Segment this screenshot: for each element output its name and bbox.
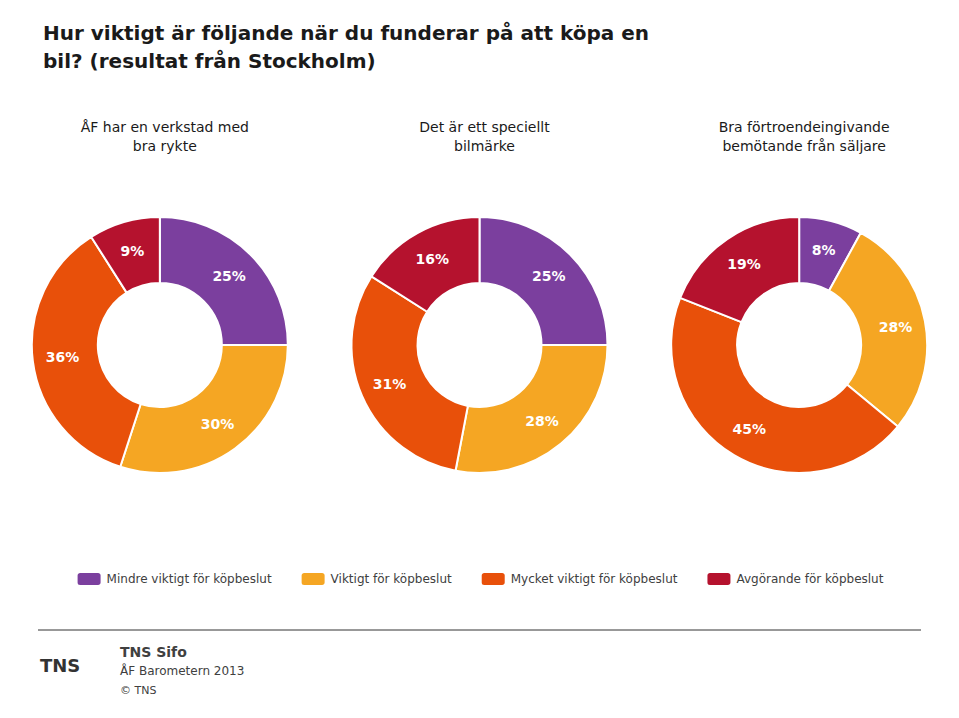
- svg-text:Mindre viktigt för köpbeslut: Mindre viktigt för köpbeslut: [107, 572, 272, 586]
- svg-text:Mycket viktigt för köpbeslut: Mycket viktigt för köpbeslut: [511, 572, 678, 586]
- svg-text:30%: 30%: [201, 416, 235, 432]
- svg-text:25%: 25%: [212, 268, 246, 284]
- svg-text:Bra förtroendeingivande: Bra förtroendeingivande: [719, 119, 890, 135]
- svg-text:16%: 16%: [416, 251, 450, 267]
- svg-text:19%: 19%: [727, 256, 761, 272]
- svg-text:25%: 25%: [532, 268, 566, 284]
- svg-text:bil? (resultat från Stockholm): bil? (resultat från Stockholm): [43, 49, 376, 73]
- svg-text:Det är ett speciellt: Det är ett speciellt: [419, 119, 550, 135]
- svg-text:TNS Sifo: TNS Sifo: [120, 644, 187, 660]
- svg-text:TNS: TNS: [40, 655, 80, 676]
- svg-text:31%: 31%: [373, 376, 407, 392]
- svg-text:36%: 36%: [46, 349, 80, 365]
- svg-text:ÅF har en verkstad med: ÅF har en verkstad med: [81, 119, 249, 135]
- svg-text:45%: 45%: [733, 421, 767, 437]
- svg-text:© TNS: © TNS: [120, 684, 156, 697]
- svg-text:28%: 28%: [879, 319, 913, 335]
- svg-text:8%: 8%: [812, 242, 836, 258]
- svg-text:28%: 28%: [525, 413, 559, 429]
- svg-text:Viktigt för köpbeslut: Viktigt för köpbeslut: [331, 572, 452, 586]
- svg-text:bemötande från säljare: bemötande från säljare: [722, 138, 885, 154]
- svg-text:bilmärke: bilmärke: [454, 138, 515, 154]
- svg-text:Hur viktigt är följande när du: Hur viktigt är följande när du funderar …: [43, 21, 649, 45]
- svg-text:ÅF Barometern 2013: ÅF Barometern 2013: [120, 663, 244, 678]
- svg-text:Avgörande för köpbeslut: Avgörande för köpbeslut: [736, 572, 883, 586]
- svg-text:bra rykte: bra rykte: [133, 138, 197, 154]
- svg-text:9%: 9%: [121, 243, 145, 259]
